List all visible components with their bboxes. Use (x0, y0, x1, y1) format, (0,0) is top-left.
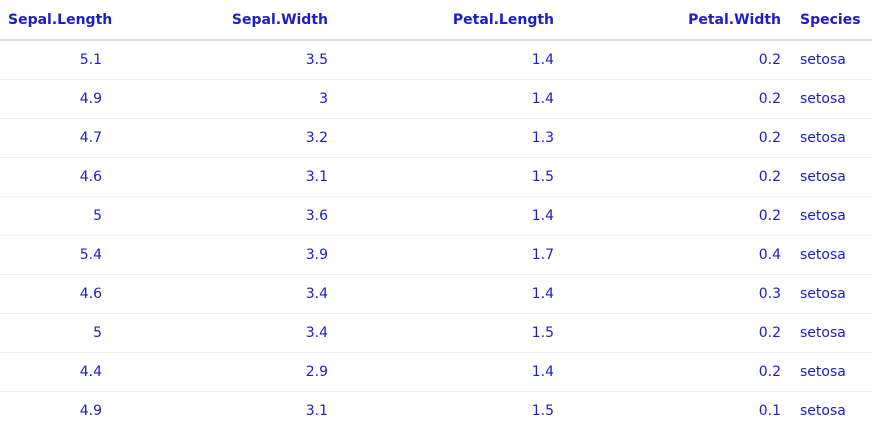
table-cell: 1.4 (336, 274, 562, 314)
table-cell: 4.4 (0, 352, 110, 392)
table-cell: setosa (789, 313, 872, 353)
table-cell: 3.4 (110, 313, 336, 353)
table-cell: 4.7 (0, 118, 110, 158)
table-cell: 4.6 (0, 157, 110, 197)
table-cell: 0.2 (562, 352, 789, 392)
table-cell: 0.2 (562, 118, 789, 158)
table-row: 4.9 3.1 1.5 0.1 setosa (0, 392, 872, 431)
table-cell: 3 (110, 79, 336, 119)
column-header[interactable]: Petal.Length (336, 0, 562, 41)
table-cell: setosa (789, 157, 872, 197)
table-cell: 1.4 (336, 196, 562, 236)
table-cell: 5.1 (0, 40, 110, 80)
table-row: 5.1 3.5 1.4 0.2 setosa (0, 40, 872, 80)
table-cell: 1.7 (336, 235, 562, 275)
table-cell: setosa (789, 118, 872, 158)
table-cell: 3.1 (110, 157, 336, 197)
header-row: Sepal.Length Sepal.Width Petal.Length Petal… (0, 0, 872, 41)
table-cell: 5 (0, 313, 110, 353)
table-cell: 1.5 (336, 157, 562, 197)
table-cell: 0.2 (562, 157, 789, 197)
column-header[interactable]: Sepal.Length (0, 0, 112, 41)
table-cell: 4.9 (0, 79, 110, 119)
table-cell: 3.1 (305, 403, 328, 419)
table-cell: 0.2 (562, 40, 789, 80)
table-row: 4.7 3.2 1.3 0.2 setosa (0, 118, 872, 158)
column-header[interactable]: Petal.Width (562, 0, 789, 41)
table-cell: 2.9 (110, 352, 336, 392)
table-cell: 4.9 (79, 403, 102, 419)
table-body: 5.1 3.5 1.4 0.2 setosa 4.9 3 1.4 0.2 setosa 4.7 3.2… (0, 40, 872, 430)
table-cell: setosa (789, 196, 872, 236)
table-cell: setosa (789, 352, 872, 392)
table-cell: 4.6 (0, 274, 110, 314)
table-cell: 1.4 (336, 79, 562, 119)
table-cell: setosa (800, 403, 846, 419)
table-row: 5.4 3.9 1.7 0.4 setosa (0, 235, 872, 275)
column-header[interactable]: Species (789, 0, 872, 41)
table-row: 4.9 3 1.4 0.2 setosa (0, 79, 872, 119)
table-cell: 0.4 (562, 235, 789, 275)
table-row: 5 3.6 1.4 0.2 setosa (0, 196, 872, 236)
table-cell: 1.3 (336, 118, 562, 158)
table-cell: 0.2 (562, 313, 789, 353)
table-cell: 5 (0, 196, 110, 236)
table-cell: 3.5 (110, 40, 336, 80)
table-cell: 1.4 (336, 40, 562, 80)
table-cell: 0.2 (562, 196, 789, 236)
table-row: 4.4 2.9 1.4 0.2 setosa (0, 352, 872, 392)
table-cell: 0.3 (562, 274, 789, 314)
table-row: 4.6 3.1 1.5 0.2 setosa (0, 157, 872, 197)
table-cell: setosa (789, 40, 872, 80)
table-row: 4.6 3.4 1.4 0.3 setosa (0, 274, 872, 314)
table-cell: 1.4 (336, 352, 562, 392)
table-cell: setosa (789, 79, 872, 119)
table-cell: setosa (789, 274, 872, 314)
table-cell: 0.1 (758, 403, 781, 419)
table-cell: 1.5 (336, 313, 562, 353)
table-cell: 5.4 (0, 235, 110, 275)
table-cell: 3.4 (110, 274, 336, 314)
table-cell: 3.2 (110, 118, 336, 158)
table-cell: 0.2 (562, 79, 789, 119)
table-row: 5 3.4 1.5 0.2 setosa (0, 313, 872, 353)
table-cell: setosa (789, 235, 872, 275)
table-cell: 1.5 (531, 403, 554, 419)
column-header[interactable]: Sepal.Width (110, 0, 336, 41)
table-cell: 3.9 (110, 235, 336, 275)
table-cell: 3.6 (110, 196, 336, 236)
